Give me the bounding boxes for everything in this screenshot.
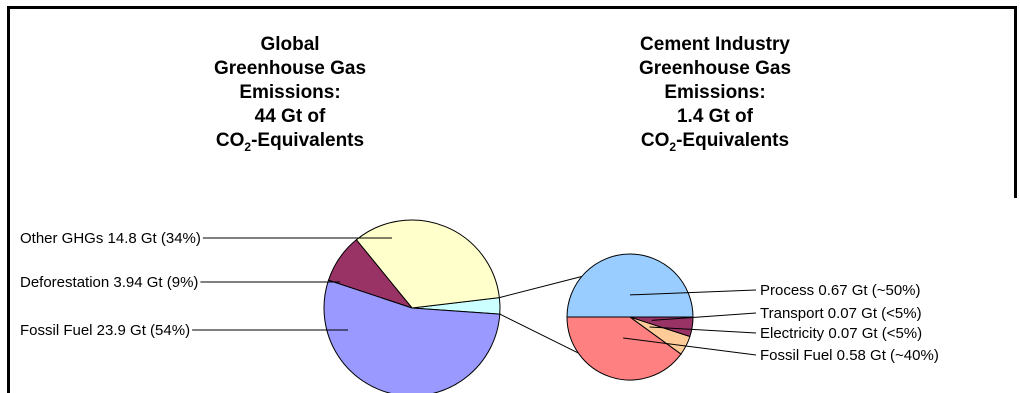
leader-line: [629, 289, 757, 296]
slice-label: Fossil Fuel 23.9 Gt (54%): [20, 322, 190, 339]
leader-line: [649, 326, 757, 334]
title-line: 1.4 Gt of: [676, 106, 753, 127]
title-line: 44 Gt of: [254, 106, 326, 127]
leader-line: [623, 337, 757, 356]
top-border: [8, 6, 1016, 9]
title-line: Global: [260, 34, 320, 55]
slice-label: Electricity 0.07 Gt (<5%): [760, 325, 922, 342]
title-subscript: 2: [244, 139, 252, 154]
global-pie-title: Global Greenhouse Gas Emissions: 44 Gt o…: [170, 33, 410, 159]
title-co: CO: [640, 130, 670, 151]
title-line: CO2-Equivalents: [585, 129, 845, 159]
zoom-connector: [499, 276, 582, 299]
slice-label: Fossil Fuel 0.58 Gt (~40%): [760, 347, 939, 364]
title-line: Emissions:: [664, 82, 766, 103]
slice-label: Other GHGs 14.8 Gt (34%): [20, 230, 201, 247]
title-line: Greenhouse Gas: [638, 58, 792, 79]
zoom-connector: [499, 313, 579, 354]
left-border: [7, 6, 10, 393]
title-line: Greenhouse Gas: [213, 58, 367, 79]
slice-label: Deforestation 3.94 Gt (9%): [20, 274, 198, 291]
slice-label: Process 0.67 Gt (~50%): [760, 282, 921, 299]
pie-slice: [566, 316, 682, 381]
cement-pie-title: Cement Industry Greenhouse Gas Emissions…: [585, 33, 845, 159]
pie-slice: [355, 219, 500, 309]
title-equiv: -Equivalents: [251, 130, 365, 151]
title-equiv: -Equivalents: [676, 130, 790, 151]
leader-line: [651, 312, 757, 321]
title-co: CO: [215, 130, 245, 151]
right-border: [1014, 6, 1017, 198]
title-line: Emissions:: [239, 82, 341, 103]
pie-slice: [566, 253, 694, 318]
pie-slice: [323, 279, 501, 393]
title-subscript: 2: [669, 139, 677, 154]
slice-label: Transport 0.07 Gt (<5%): [760, 305, 922, 322]
title-line: Cement Industry: [640, 34, 790, 55]
title-line: CO2-Equivalents: [170, 129, 410, 159]
